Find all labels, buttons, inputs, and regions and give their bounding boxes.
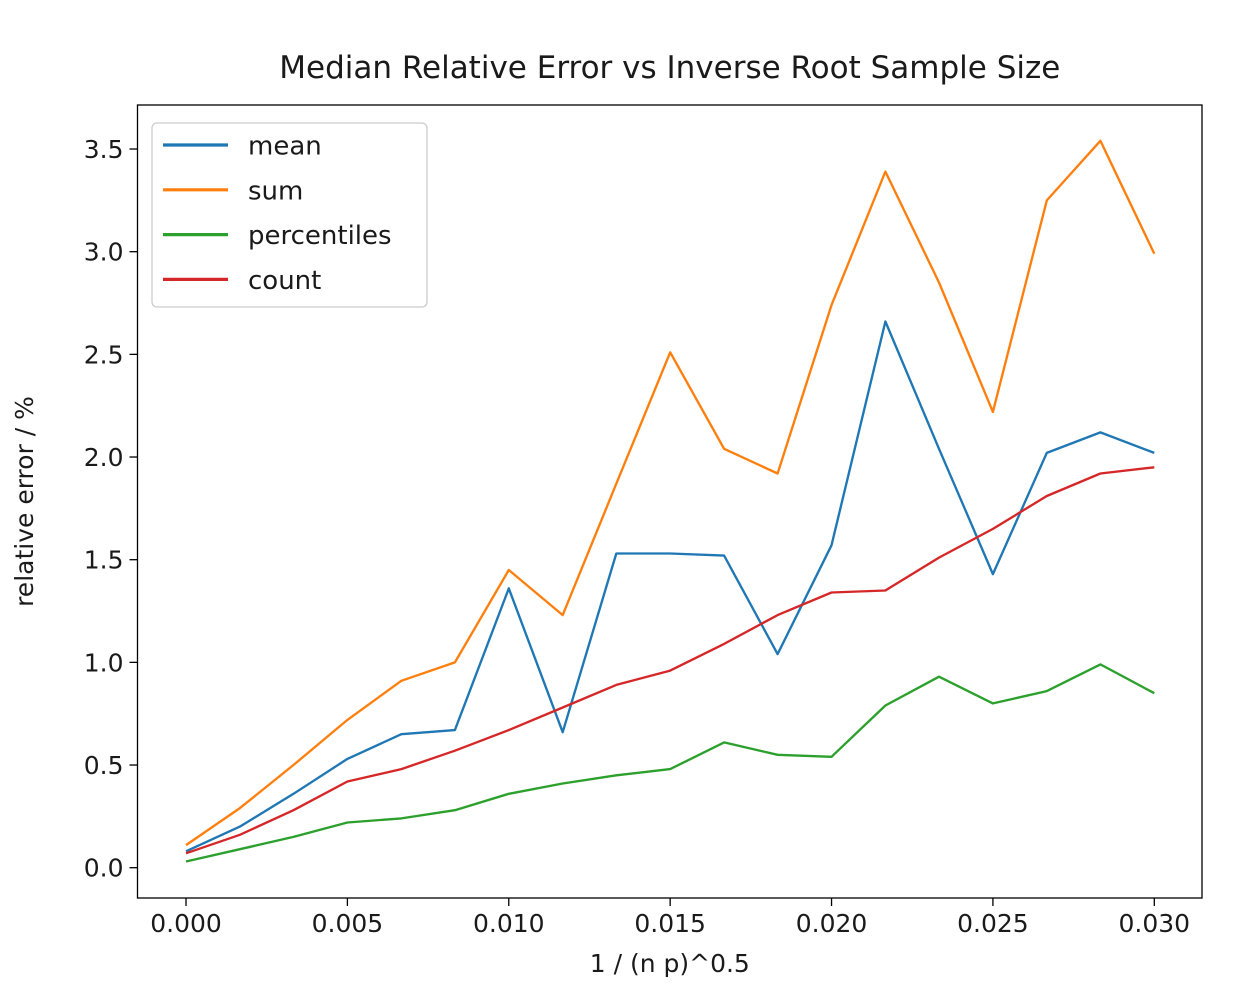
- y-tick-label: 0.0: [84, 854, 124, 883]
- series-line-mean: [185, 320, 1155, 853]
- x-tick-label: 0.015: [634, 909, 706, 938]
- legend-label-percentiles: percentiles: [248, 221, 392, 251]
- legend-box: [151, 122, 428, 308]
- x-axis-label: 1 / (n p)^0.5: [590, 949, 750, 978]
- x-tick-label: 0.025: [957, 909, 1029, 938]
- x-tick-label: 0.030: [1119, 909, 1191, 938]
- x-tick-label: 0.020: [796, 909, 868, 938]
- x-tick-label: 0.010: [473, 909, 545, 938]
- x-tick-label: 0.005: [312, 909, 384, 938]
- chart-title: Median Relative Error vs Inverse Root Sa…: [279, 50, 1060, 86]
- series-line-percentiles: [185, 663, 1155, 863]
- y-axis-ticks: 0.0 0.5 1.0 1.5 2.0 2.5 3.0 3.5: [84, 135, 138, 883]
- legend-label-count: count: [248, 266, 321, 296]
- y-tick-label: 2.5: [84, 340, 124, 369]
- y-tick-label: 1.0: [84, 648, 124, 677]
- y-tick-label: 0.5: [84, 751, 124, 780]
- legend-label-mean: mean: [248, 132, 322, 162]
- plot-border: [136, 104, 1203, 899]
- legend-label-sum: sum: [248, 176, 303, 206]
- x-tick-label: 0.000: [150, 909, 222, 938]
- y-tick-label: 3.5: [84, 135, 124, 164]
- x-axis-ticks: 0.000 0.005 0.010 0.015 0.020 0.025 0.030: [150, 898, 1190, 938]
- y-tick-label: 2.0: [84, 443, 124, 472]
- y-axis-label: relative error / %: [10, 396, 39, 607]
- legend: mean sum percentiles count: [151, 122, 428, 308]
- y-tick-label: 1.5: [84, 546, 124, 575]
- series-line-sum: [185, 139, 1156, 847]
- series-line-count: [185, 466, 1155, 855]
- y-tick-label: 3.0: [84, 238, 124, 267]
- series-lines: [185, 139, 1156, 863]
